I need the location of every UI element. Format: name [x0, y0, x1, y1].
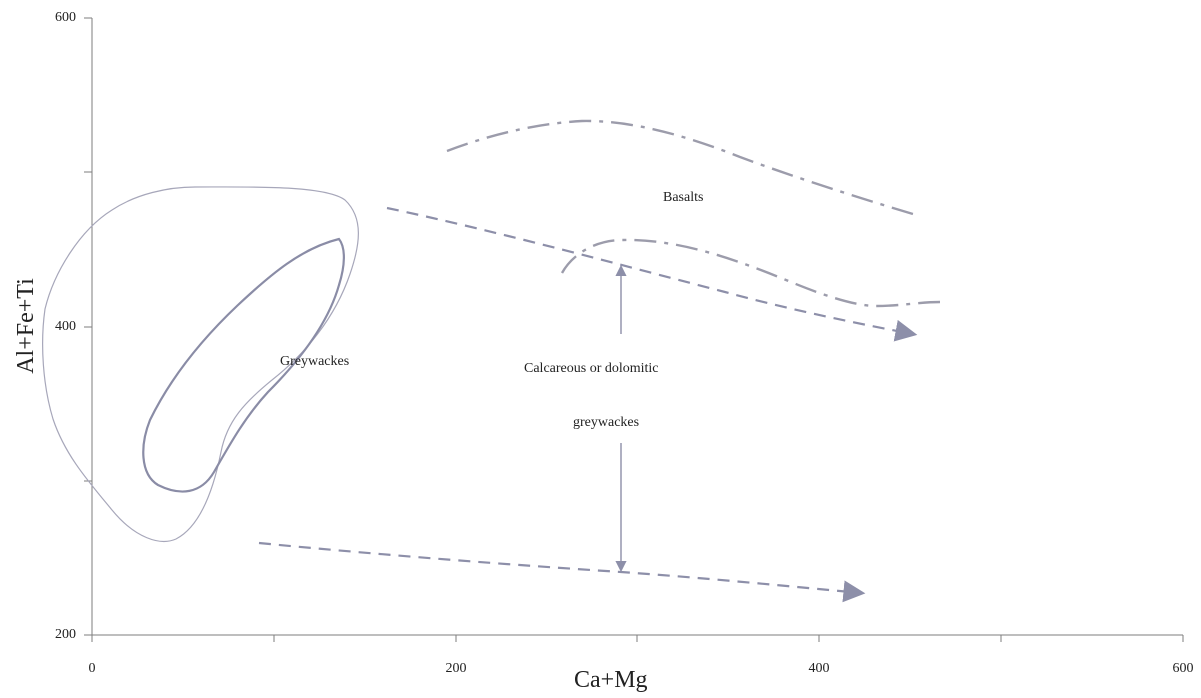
y-axis-title: Al+Fe+Ti — [13, 278, 39, 374]
basalt-upper-boundary — [446, 119, 914, 216]
x-tick-label: 600 — [1172, 661, 1194, 676]
calcareous-label-line1: Calcareous or dolomitic — [524, 361, 659, 376]
calcareous-upper-arrow — [386, 206, 918, 342]
calcareous-label-line2: greywackes — [573, 415, 640, 430]
greywackes-inner-region — [142, 237, 345, 493]
greywackes-outer-region — [42, 186, 359, 542]
y-tick-label: 400 — [55, 319, 76, 334]
axes — [84, 17, 1184, 642]
x-tick-label: 400 — [808, 661, 830, 676]
greywackes-label: Greywackes — [280, 354, 350, 369]
y-tick-label: 200 — [55, 627, 76, 642]
y-tick-label: 600 — [55, 10, 76, 25]
x-axis-title: Ca+Mg — [574, 667, 648, 693]
diagram-shapes — [42, 119, 941, 603]
basalts-label: Basalts — [663, 190, 704, 205]
calcareous-lower-arrow — [258, 541, 866, 603]
basalt-lower-boundary — [560, 238, 941, 308]
x-tick-label: 200 — [445, 661, 467, 676]
x-tick-label: 0 — [88, 661, 96, 676]
